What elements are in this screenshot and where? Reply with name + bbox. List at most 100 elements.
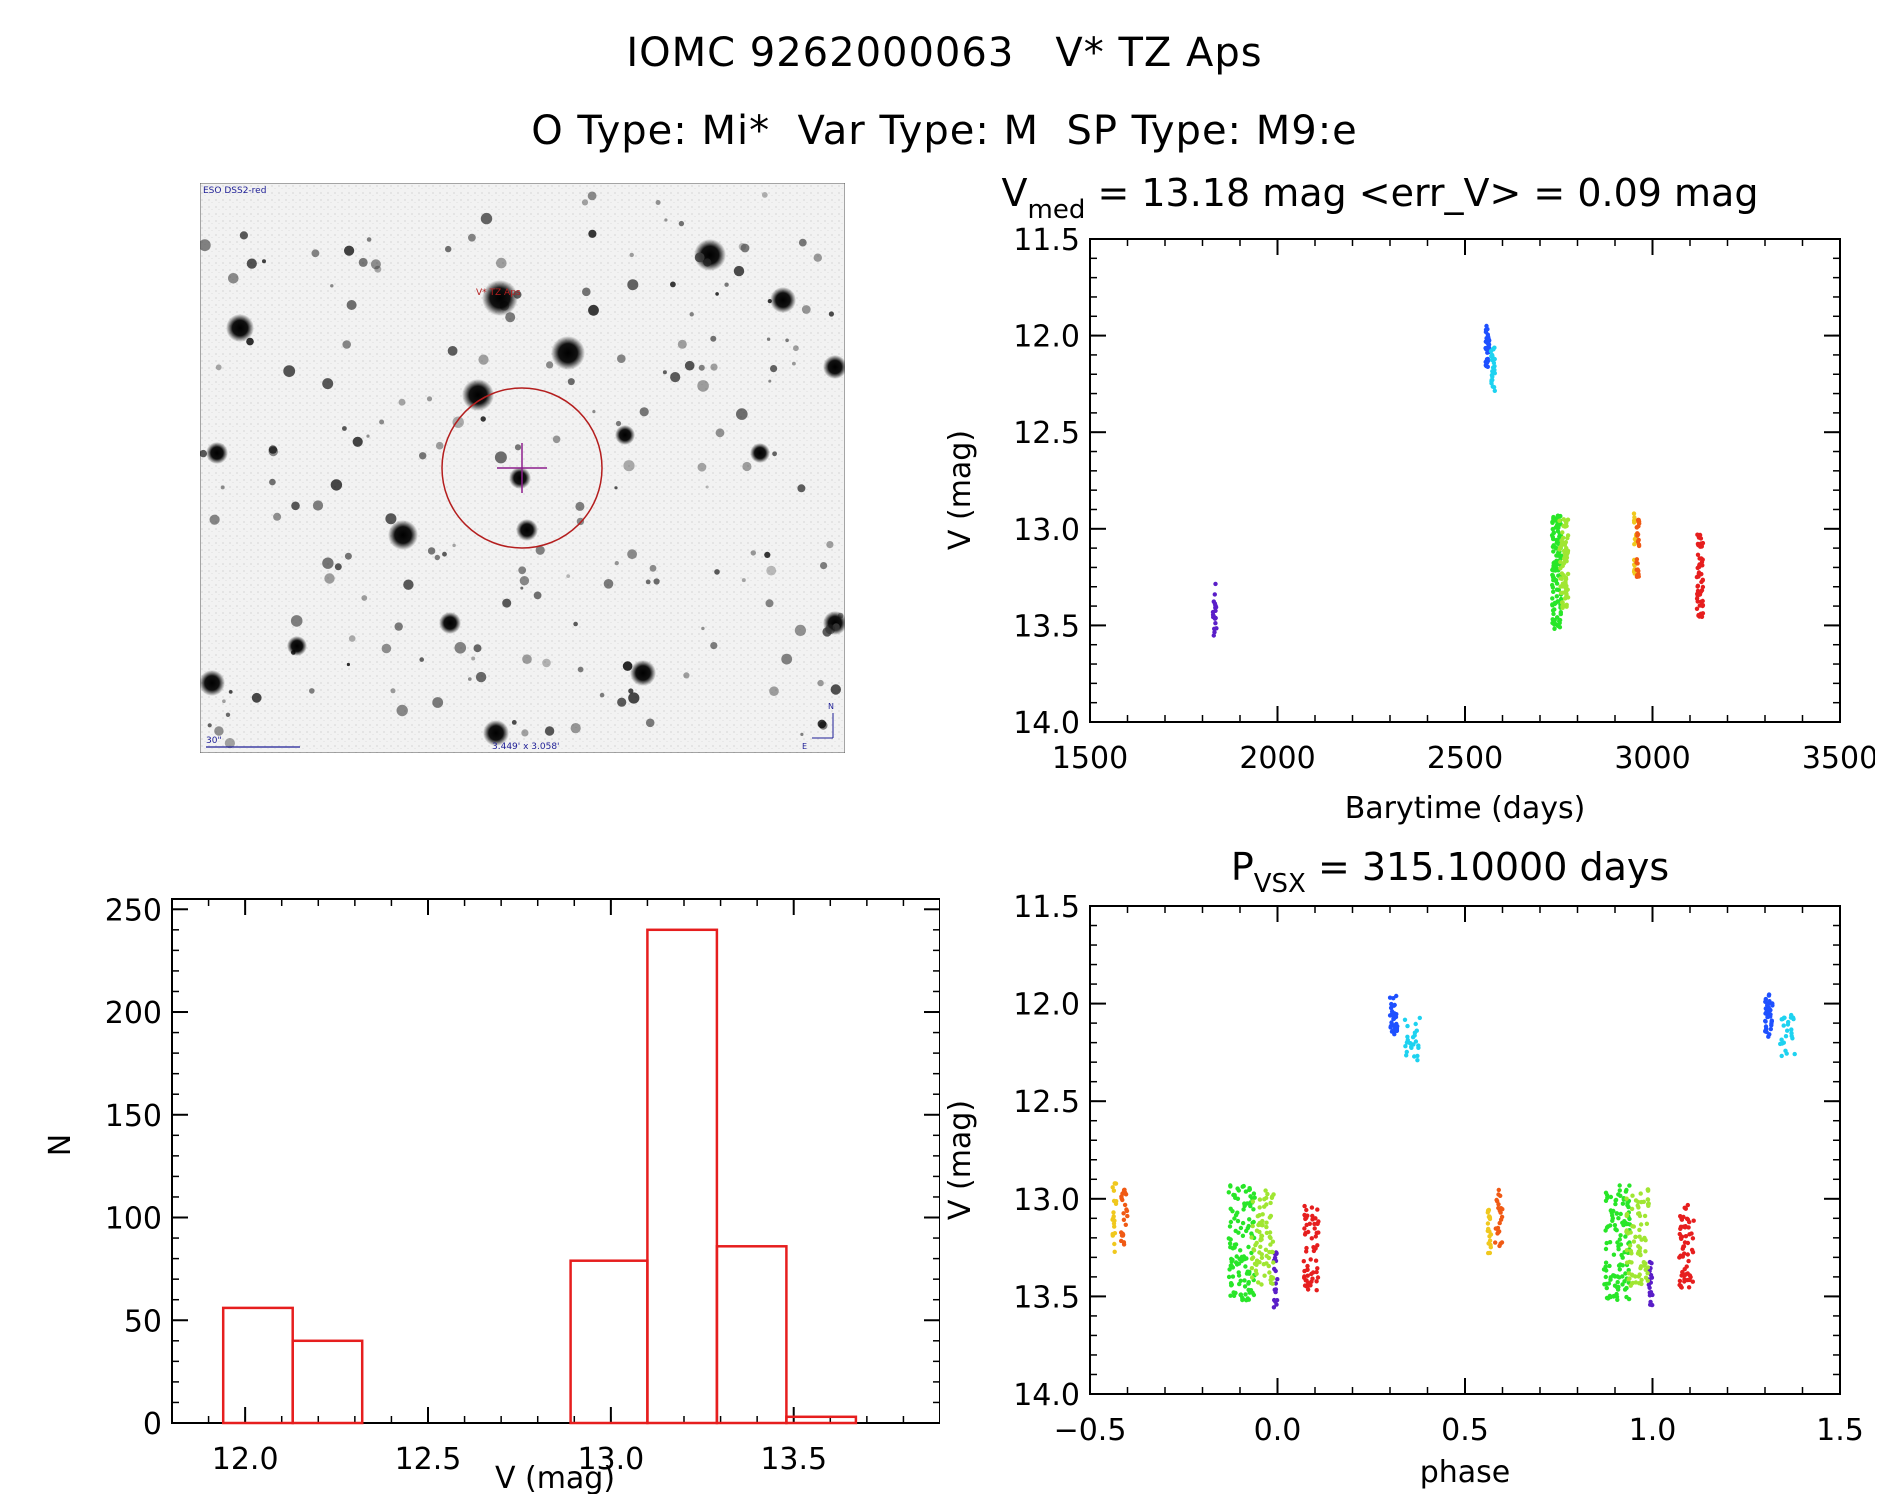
phase-point-season-2b (1416, 1043, 1421, 1048)
star (361, 595, 368, 601)
star (823, 355, 845, 379)
phase-point-season-5 (1686, 1285, 1692, 1290)
phase-point-season-3a (1244, 1298, 1249, 1303)
star (570, 723, 581, 734)
lightcurve-point-season-3a (1550, 575, 1556, 580)
lightcurve-point-season-5 (1700, 603, 1706, 608)
star (800, 732, 804, 737)
lightcurve-point-season-1 (1212, 626, 1217, 631)
phase-point-season-5 (1313, 1234, 1318, 1239)
lightcurve-point-season-2b (1490, 347, 1495, 352)
phase-point-season-3a (1228, 1206, 1233, 1211)
phase-point-season-5 (1305, 1263, 1310, 1269)
star (710, 363, 718, 371)
star (724, 282, 729, 287)
phase-point-season-3a (1238, 1248, 1243, 1253)
lightcurve-point-season-3b (1565, 571, 1571, 577)
star (535, 545, 545, 555)
lightcurve-point-season-3b (1558, 544, 1564, 549)
phase-point-season-5 (1308, 1257, 1313, 1262)
phase-point-season-4b (1494, 1197, 1499, 1203)
lightcurve-frame (1089, 238, 1841, 723)
phase-point-season-2a (1763, 1011, 1768, 1016)
star (435, 441, 444, 450)
phase-point-season-5 (1301, 1259, 1306, 1264)
phase-point-season-3b (1638, 1222, 1644, 1227)
star (419, 452, 427, 460)
star (694, 252, 705, 263)
phase-point-season-3a (1247, 1269, 1252, 1275)
phase-point-season-3a (1252, 1195, 1257, 1200)
star (427, 547, 436, 555)
phase-point-season-5 (1679, 1217, 1685, 1222)
lightcurve-point-season-5 (1696, 612, 1701, 618)
histogram-bar (646, 928, 719, 1425)
phase-point-season-3b (1645, 1271, 1650, 1276)
phase-point-season-1 (1648, 1272, 1654, 1278)
star (653, 578, 660, 585)
lightcurve-point-season-5 (1700, 584, 1706, 590)
phase-point-season-3a (1243, 1264, 1248, 1269)
star (251, 692, 262, 703)
phase-point-season-3a (1235, 1210, 1240, 1215)
phase-point-season-3a (1238, 1225, 1244, 1231)
phase-point-season-2b (1789, 1033, 1794, 1039)
star (442, 551, 447, 557)
phase-point-season-4a (1110, 1231, 1115, 1237)
lightcurve-point-season-3a (1551, 611, 1556, 617)
lightcurve-point-season-5 (1699, 571, 1704, 577)
phase-y-tick-label: 11.5 (1013, 890, 1080, 925)
phase-point-season-3a (1235, 1218, 1241, 1224)
lightcurve-point-season-3b (1565, 517, 1571, 522)
phase-point-season-3a (1614, 1291, 1619, 1297)
star (617, 697, 627, 707)
star (701, 626, 705, 631)
lightcurve-point-season-3a (1557, 618, 1562, 624)
phase-point-season-5 (1690, 1250, 1696, 1255)
phase-point-season-3a (1246, 1223, 1251, 1229)
phase-point-season-3b (1642, 1213, 1648, 1219)
phase-point-season-5 (1307, 1221, 1312, 1226)
phase-point-season-5 (1682, 1205, 1687, 1210)
star (533, 591, 542, 600)
phase-point-season-5 (1304, 1245, 1309, 1251)
star (715, 292, 719, 296)
star (575, 501, 585, 511)
lightcurve-point-season-2b (1490, 365, 1496, 370)
figure-title: IOMC 9262000063 V* TZ Aps (626, 30, 1263, 76)
phase-point-season-4b (1499, 1214, 1505, 1220)
histogram-frame (171, 898, 940, 1424)
phase-point-season-3a (1227, 1241, 1233, 1246)
phase-point-season-3b (1624, 1196, 1629, 1201)
phase-point-season-4a (1112, 1181, 1117, 1186)
lightcurve-point-season-1 (1213, 621, 1218, 626)
star (577, 666, 584, 673)
star (334, 563, 342, 571)
lightcurve-point-season-3a (1550, 585, 1556, 590)
histogram-y-tick-label: 100 (105, 1202, 162, 1237)
lightcurve-point-season-2a (1485, 364, 1490, 369)
phase-point-season-3b (1262, 1204, 1267, 1209)
lightcurve-point-season-3b (1558, 590, 1564, 596)
star (645, 579, 651, 585)
phase-point-season-2a (1389, 1009, 1395, 1014)
star (828, 311, 835, 317)
phase-point-season-3b (1257, 1197, 1263, 1202)
star (801, 305, 811, 314)
star (714, 569, 720, 575)
phase-point-season-5 (1313, 1258, 1319, 1263)
phase-point-season-3b (1626, 1277, 1631, 1282)
phase-point-season-3b (1262, 1197, 1267, 1202)
lightcurve-point-season-3a (1558, 610, 1563, 615)
histogram-ylabel: N (43, 1134, 78, 1156)
lightcurve-y-tick-label: 12.0 (1013, 320, 1080, 355)
phase-point-season-3a (1230, 1274, 1236, 1279)
lightcurve-point-season-5 (1697, 564, 1702, 570)
phase-point-season-3a (1229, 1263, 1234, 1269)
phase-point-season-3a (1229, 1283, 1234, 1288)
lightcurve-point-season-2b (1491, 385, 1497, 390)
histogram-y-tick-label: 50 (124, 1304, 162, 1339)
star (587, 191, 597, 201)
phase-point-season-3b (1258, 1244, 1263, 1249)
